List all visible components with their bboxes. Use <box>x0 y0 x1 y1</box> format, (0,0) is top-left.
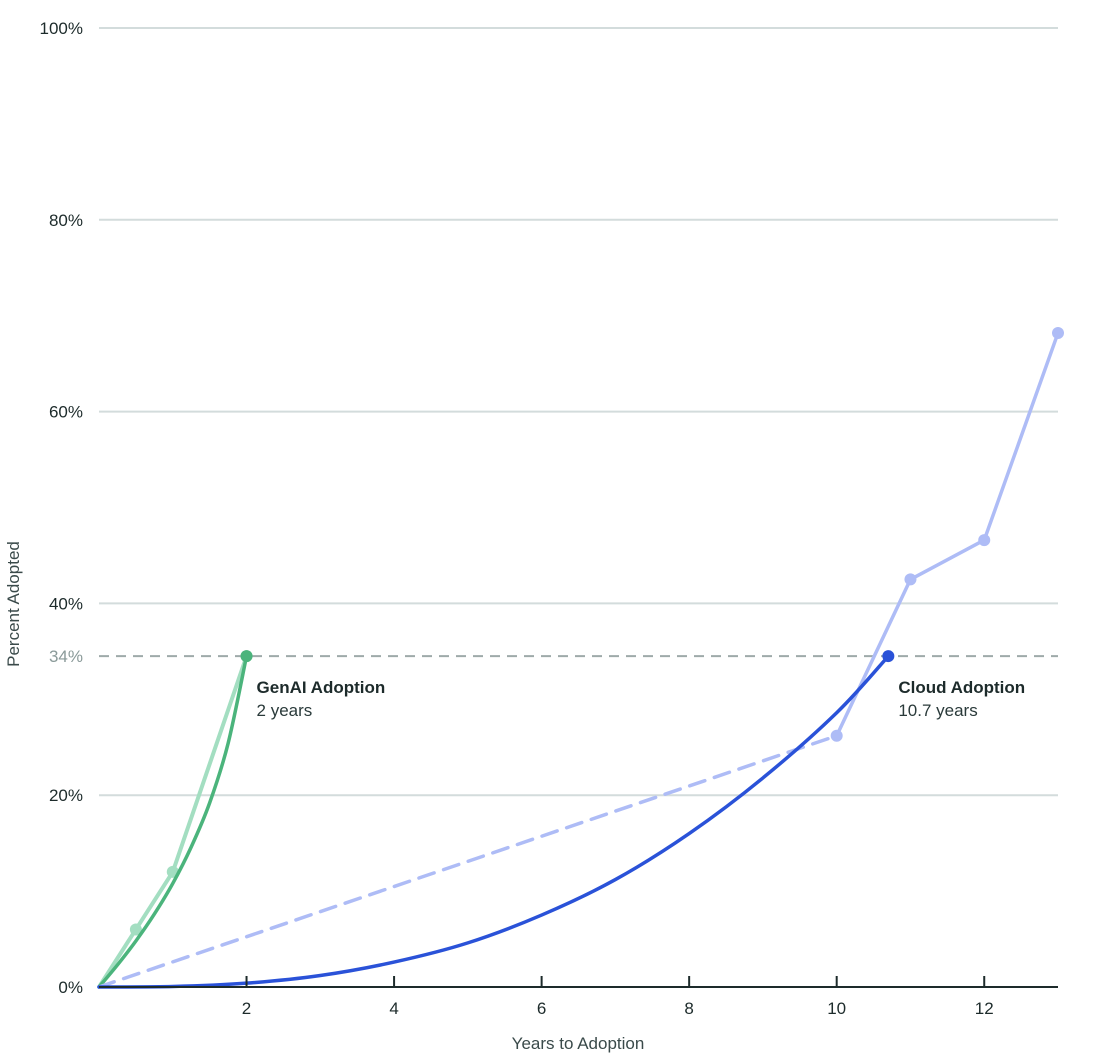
y-axis-label: Percent Adopted <box>4 541 23 667</box>
annotation-title-1: Cloud Adoption <box>898 678 1025 697</box>
cloud_observed-point-4 <box>1052 326 1064 339</box>
axes <box>99 976 1058 988</box>
cloud_observed-point-3 <box>978 534 991 547</box>
genai_observed-point-1 <box>129 923 142 936</box>
y-tick-label: 100% <box>40 19 83 38</box>
x-tick-label: 2 <box>242 999 251 1018</box>
x-tick-label: 6 <box>537 999 546 1018</box>
annotation-subtitle-1: 10.7 years <box>898 701 977 720</box>
cloud_observed-dashed-segment <box>97 733 839 989</box>
reference-line-label: 34% <box>49 647 83 666</box>
cloud_fit-end-point <box>882 650 895 663</box>
cloud_observed-point-2 <box>904 573 917 586</box>
cloud_fit-curve <box>97 654 891 989</box>
y-tick-label: 60% <box>49 403 83 422</box>
x-tick-label: 10 <box>827 999 846 1018</box>
y-tick-label: 80% <box>49 211 83 230</box>
y-tick-label: 40% <box>49 594 83 613</box>
annotation-title-0: GenAI Adoption <box>257 678 386 697</box>
x-tick-label: 4 <box>389 999 398 1018</box>
genai_observed-line <box>97 655 249 989</box>
x-tick-label: 8 <box>684 999 693 1018</box>
genai_fit-curve <box>97 654 249 989</box>
cloud_observed-point-1 <box>830 729 843 742</box>
genai_fit-end-point <box>240 650 253 663</box>
x-axis-label: Years to Adoption <box>512 1034 645 1053</box>
y-tick-label: 20% <box>49 786 83 805</box>
series-group <box>97 326 1064 989</box>
x-tick-label: 12 <box>975 999 994 1018</box>
labels: 0% 20% 40% 60% 80% 100% 34% 2 4 6 8 10 12 GenAI Adopt… <box>40 19 1026 1018</box>
y-tick-label: 0% <box>58 978 83 997</box>
annotation-subtitle-0: 2 years <box>257 701 313 720</box>
cloud_observed-line <box>835 332 1060 737</box>
